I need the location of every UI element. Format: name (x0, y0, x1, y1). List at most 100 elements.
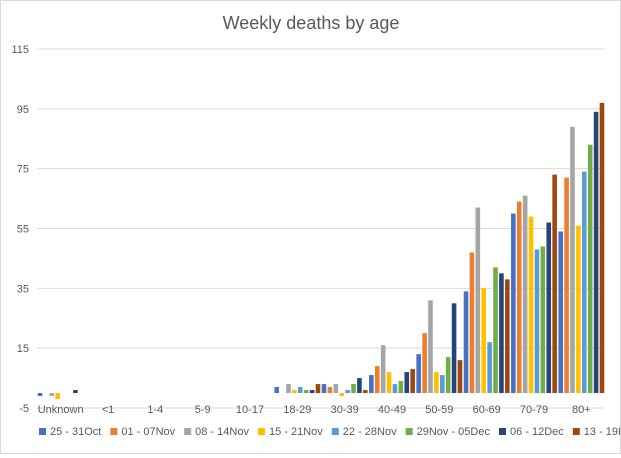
bar (274, 387, 279, 394)
y-tick-label: 35 (17, 283, 29, 295)
bar (587, 144, 593, 394)
y-axis-ticks: -5 15 35 55 75 95 115 (11, 44, 29, 415)
bar (309, 390, 315, 394)
x-tick-label: 70-79 (520, 404, 548, 416)
legend-swatch (110, 428, 118, 435)
bar (286, 384, 291, 394)
y-tick-label: 95 (17, 104, 29, 116)
legend-label: 15 - 21Nov (269, 426, 323, 438)
bar (321, 384, 327, 394)
y-tick-label: 55 (17, 224, 29, 236)
legend-swatch (498, 428, 506, 435)
y-tick-label: 115 (11, 44, 29, 56)
bar (534, 249, 540, 394)
bar (339, 393, 345, 397)
bar (428, 300, 433, 394)
bar (297, 387, 303, 394)
x-tick-label: 10-17 (236, 404, 264, 416)
bar (481, 288, 487, 394)
bar (363, 390, 368, 394)
legend-swatch (572, 428, 580, 435)
bar (357, 378, 362, 394)
bar (434, 372, 439, 394)
bar (398, 381, 404, 394)
bar (570, 126, 575, 394)
bar (540, 246, 546, 394)
bar (546, 222, 552, 394)
bar (593, 111, 599, 394)
x-tick-label: 18-29 (283, 404, 311, 416)
bar (487, 342, 492, 394)
bar (73, 390, 78, 394)
legend-label: 22 - 28Nov (343, 426, 397, 438)
legend: 25 - 31Oct 01 - 07Nov 08 - 14Nov 15 - 21Nov… (39, 426, 621, 438)
x-tick-label: 5-9 (195, 404, 211, 416)
bar (55, 393, 61, 400)
bar (564, 177, 569, 394)
bar (410, 369, 415, 394)
bar (392, 384, 398, 394)
bar (457, 360, 463, 394)
bars (37, 102, 605, 400)
legend-label: 13 - 19Dec (584, 426, 620, 438)
bar (475, 207, 481, 394)
y-tick-label: -5 (19, 403, 29, 415)
bar (303, 390, 309, 394)
legend-swatch (184, 428, 192, 435)
bar (439, 375, 445, 394)
x-tick-label: Unknown (38, 404, 84, 416)
legend-label: 01 - 07Nov (121, 426, 175, 438)
bar (599, 102, 605, 394)
x-tick-label: 80+ (572, 404, 591, 416)
x-tick-label: 60-69 (473, 404, 501, 416)
x-tick-label: <1 (102, 404, 115, 416)
legend-label: 29Nov - 05Dec (417, 426, 491, 438)
chart-title: Weekly deaths by age (223, 13, 400, 33)
legend-label: 25 - 31Oct (50, 426, 101, 438)
bar (522, 195, 528, 394)
x-tick-label: 1-4 (147, 404, 163, 416)
x-axis-ticks: Unknown <1 1-4 5-9 10-17 18-29 30-39 40-49 50-59… (38, 404, 591, 416)
bar (576, 225, 581, 394)
x-tick-label: 40-49 (378, 404, 406, 416)
legend-swatch (405, 428, 413, 435)
bar (516, 201, 522, 394)
bar (380, 345, 386, 394)
bar (463, 291, 469, 394)
bar (416, 354, 421, 394)
gridlines (37, 48, 605, 409)
bar (315, 384, 321, 394)
legend-swatch (331, 428, 339, 435)
bar (493, 267, 498, 394)
bar (505, 279, 510, 394)
bar (333, 384, 339, 394)
bar (558, 231, 563, 394)
bar (374, 366, 380, 394)
legend-label: 08 - 14Nov (195, 426, 249, 438)
bar (528, 216, 534, 394)
legend-label: 06 - 12Dec (510, 426, 564, 438)
bar (345, 390, 350, 394)
y-tick-label: 15 (17, 343, 29, 355)
bar (469, 252, 475, 394)
legend-swatch (39, 428, 46, 435)
bar (499, 273, 504, 394)
bar (292, 390, 297, 394)
bar (511, 213, 516, 394)
bar (445, 357, 451, 394)
bar (49, 393, 55, 397)
bar (351, 384, 356, 394)
bar (451, 303, 457, 394)
bar (581, 171, 587, 394)
bar (404, 372, 410, 394)
bar (369, 375, 374, 394)
x-tick-label: 30-39 (331, 404, 359, 416)
bar (386, 372, 392, 394)
x-tick-label: 50-59 (425, 404, 453, 416)
bar (422, 333, 427, 394)
bar (552, 174, 557, 394)
legend-swatch (257, 428, 265, 435)
bar (327, 387, 333, 394)
